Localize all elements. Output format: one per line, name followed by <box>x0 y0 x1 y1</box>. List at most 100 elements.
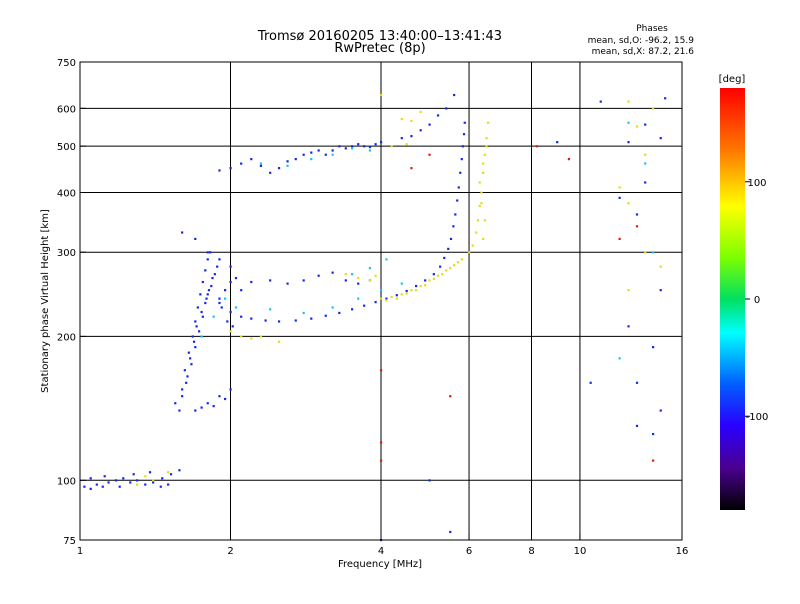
data-point <box>277 320 281 323</box>
data-point <box>419 129 422 132</box>
data-point <box>390 295 393 299</box>
data-point <box>456 261 460 264</box>
data-point <box>181 388 184 391</box>
data-point <box>195 325 198 328</box>
data-point <box>204 301 207 305</box>
data-point <box>199 293 202 296</box>
legend-title: Phases <box>636 24 668 34</box>
data-point <box>277 340 281 343</box>
x-tick-label: 1 <box>77 546 83 557</box>
data-point <box>167 471 170 474</box>
data-point <box>400 117 403 121</box>
chart-title: Tromsø 20160205 13:40:00–13:41:43 <box>257 29 502 44</box>
data-point <box>482 237 485 241</box>
data-point <box>445 269 448 272</box>
data-point <box>424 279 427 282</box>
data-point <box>357 297 360 300</box>
data-point <box>449 237 453 241</box>
x-tick-label: 10 <box>574 546 587 557</box>
data-point <box>302 153 305 156</box>
data-point <box>432 277 435 280</box>
x-tick-label: 8 <box>528 546 534 557</box>
data-point <box>224 289 227 292</box>
data-point <box>627 289 630 292</box>
data-point <box>468 251 471 254</box>
data-point <box>118 485 121 488</box>
y-tick-label: 750 <box>57 58 76 69</box>
colorbar <box>720 88 745 510</box>
data-point <box>159 485 162 488</box>
data-point <box>169 473 173 476</box>
data-point <box>277 167 281 170</box>
data-point <box>331 271 334 274</box>
data-point <box>357 276 360 280</box>
data-point <box>218 258 221 261</box>
data-point <box>454 213 457 216</box>
data-point <box>635 381 639 384</box>
data-point <box>174 402 177 405</box>
data-point <box>380 93 383 97</box>
data-point <box>460 258 463 261</box>
data-point <box>310 317 313 320</box>
data-point <box>635 213 639 216</box>
data-point <box>480 191 483 194</box>
data-point <box>351 145 354 148</box>
data-point <box>294 158 297 161</box>
data-point <box>385 299 388 302</box>
data-point <box>380 297 383 300</box>
data-point <box>410 289 413 292</box>
data-point <box>380 141 383 144</box>
data-point <box>374 143 377 146</box>
data-point <box>231 325 234 328</box>
data-point <box>229 310 232 314</box>
data-point <box>144 483 147 486</box>
y-tick-label: 500 <box>57 142 76 153</box>
data-point <box>475 231 478 234</box>
data-point <box>229 167 232 170</box>
data-point <box>200 310 203 314</box>
data-point <box>226 320 229 323</box>
y-tick-label: 100 <box>57 476 76 487</box>
data-point <box>456 199 459 202</box>
data-point <box>194 237 197 241</box>
data-point <box>212 405 215 408</box>
data-point <box>194 346 197 349</box>
data-point <box>201 280 204 284</box>
data-point <box>114 479 118 482</box>
data-point <box>380 369 383 372</box>
data-point <box>135 479 139 482</box>
data-point <box>132 473 135 476</box>
data-point <box>310 151 313 154</box>
data-point <box>618 186 621 189</box>
data-point <box>206 293 209 296</box>
data-point <box>196 306 199 309</box>
data-point <box>419 284 422 288</box>
data-point <box>415 289 418 292</box>
data-point <box>380 459 383 462</box>
data-point <box>627 141 630 144</box>
data-point <box>83 485 86 488</box>
data-point <box>183 369 186 372</box>
data-point <box>218 301 221 305</box>
data-point <box>178 469 181 472</box>
data-point <box>445 107 448 110</box>
data-point <box>652 107 655 110</box>
x-tick-label: 2 <box>227 546 233 557</box>
y-tick-label: 300 <box>57 248 76 259</box>
data-point <box>286 164 289 167</box>
data-point <box>186 375 189 378</box>
x-axis-label: Frequency [MHz] <box>338 559 422 570</box>
data-point <box>482 171 485 174</box>
data-point <box>400 137 403 140</box>
data-point <box>652 459 655 462</box>
data-point <box>659 409 662 412</box>
data-point <box>224 397 227 401</box>
data-point <box>395 297 398 300</box>
data-point <box>218 395 221 398</box>
data-point <box>250 317 253 320</box>
data-point <box>259 162 263 165</box>
data-point <box>234 306 238 309</box>
data-point <box>181 395 184 398</box>
data-point <box>447 247 450 250</box>
data-point <box>240 335 243 338</box>
